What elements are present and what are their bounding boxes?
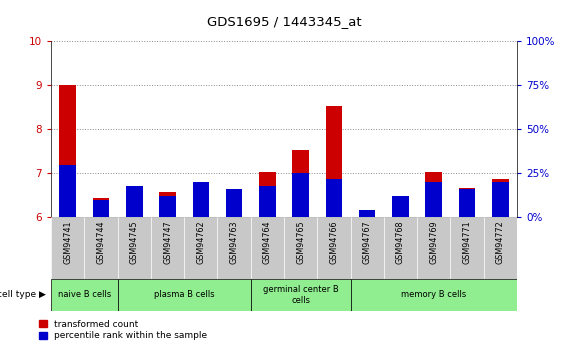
- Text: plasma B cells: plasma B cells: [154, 290, 215, 299]
- Bar: [159, 192, 176, 217]
- Bar: [250, 217, 284, 279]
- Bar: [60, 165, 76, 217]
- Bar: [425, 172, 442, 217]
- Text: GSM94764: GSM94764: [263, 220, 272, 264]
- Text: GSM94765: GSM94765: [296, 220, 305, 264]
- Bar: [60, 85, 76, 217]
- Bar: [483, 217, 517, 279]
- Bar: [259, 172, 275, 217]
- Bar: [359, 212, 375, 217]
- Bar: [293, 150, 309, 217]
- Bar: [118, 279, 250, 311]
- Bar: [350, 217, 384, 279]
- Bar: [193, 182, 209, 217]
- Bar: [450, 217, 483, 279]
- Bar: [226, 189, 243, 217]
- Text: germinal center B
cells: germinal center B cells: [263, 285, 339, 305]
- Text: GDS1695 / 1443345_at: GDS1695 / 1443345_at: [207, 16, 361, 29]
- Text: GSM94763: GSM94763: [229, 220, 239, 264]
- Bar: [118, 217, 151, 279]
- Text: GSM94744: GSM94744: [97, 220, 106, 264]
- Text: cell type ▶: cell type ▶: [0, 290, 45, 299]
- Text: naive B cells: naive B cells: [58, 290, 111, 299]
- Bar: [492, 182, 508, 217]
- Bar: [350, 279, 517, 311]
- Bar: [325, 106, 342, 217]
- Bar: [318, 217, 350, 279]
- Text: GSM94745: GSM94745: [130, 220, 139, 264]
- Bar: [151, 217, 184, 279]
- Text: GSM94766: GSM94766: [329, 220, 339, 264]
- Bar: [459, 188, 475, 217]
- Text: GSM94768: GSM94768: [396, 220, 405, 264]
- Bar: [193, 183, 209, 217]
- Bar: [250, 279, 350, 311]
- Bar: [492, 179, 508, 217]
- Text: GSM94771: GSM94771: [462, 220, 471, 264]
- Bar: [425, 182, 442, 217]
- Bar: [392, 205, 409, 217]
- Bar: [51, 217, 85, 279]
- Bar: [126, 192, 143, 217]
- Text: GSM94762: GSM94762: [197, 220, 205, 264]
- Text: GSM94767: GSM94767: [363, 220, 371, 264]
- Bar: [218, 217, 250, 279]
- Bar: [384, 217, 417, 279]
- Bar: [93, 200, 109, 217]
- Legend: transformed count, percentile rank within the sample: transformed count, percentile rank withi…: [39, 320, 207, 341]
- Bar: [85, 217, 118, 279]
- Text: GSM94741: GSM94741: [63, 220, 72, 264]
- Text: GSM94747: GSM94747: [163, 220, 172, 264]
- Bar: [226, 190, 243, 217]
- Bar: [51, 279, 118, 311]
- Bar: [159, 196, 176, 217]
- Bar: [417, 217, 450, 279]
- Bar: [93, 198, 109, 217]
- Bar: [259, 186, 275, 217]
- Bar: [459, 189, 475, 217]
- Bar: [293, 173, 309, 217]
- Bar: [184, 217, 218, 279]
- Bar: [359, 210, 375, 217]
- Text: memory B cells: memory B cells: [401, 290, 466, 299]
- Text: GSM94769: GSM94769: [429, 220, 438, 264]
- Bar: [284, 217, 318, 279]
- Bar: [392, 196, 409, 217]
- Text: GSM94772: GSM94772: [496, 220, 505, 264]
- Bar: [126, 186, 143, 217]
- Bar: [325, 179, 342, 217]
